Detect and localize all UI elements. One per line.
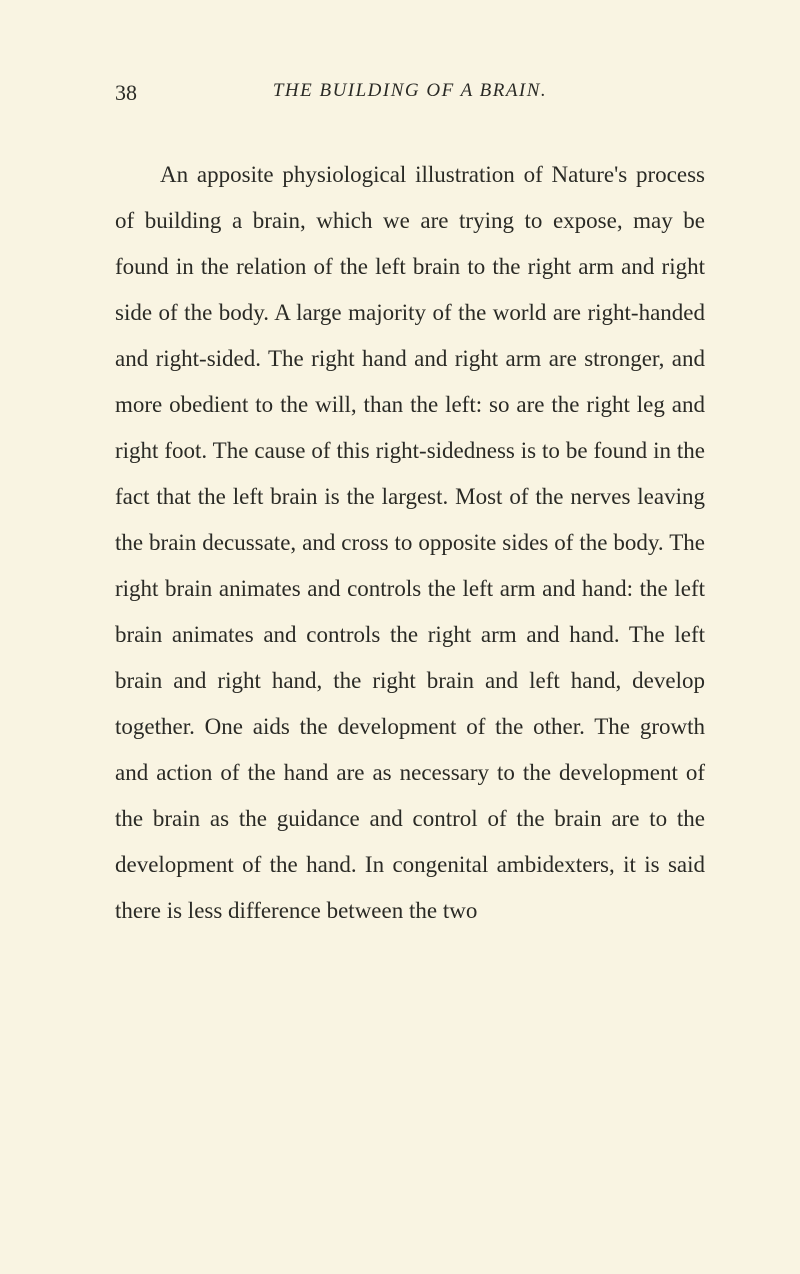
page-header: THE BUILDING OF A BRAIN. [115,75,705,102]
page-number: 38 [115,80,137,106]
body-paragraph: An apposite physiological illustration o… [115,152,705,934]
